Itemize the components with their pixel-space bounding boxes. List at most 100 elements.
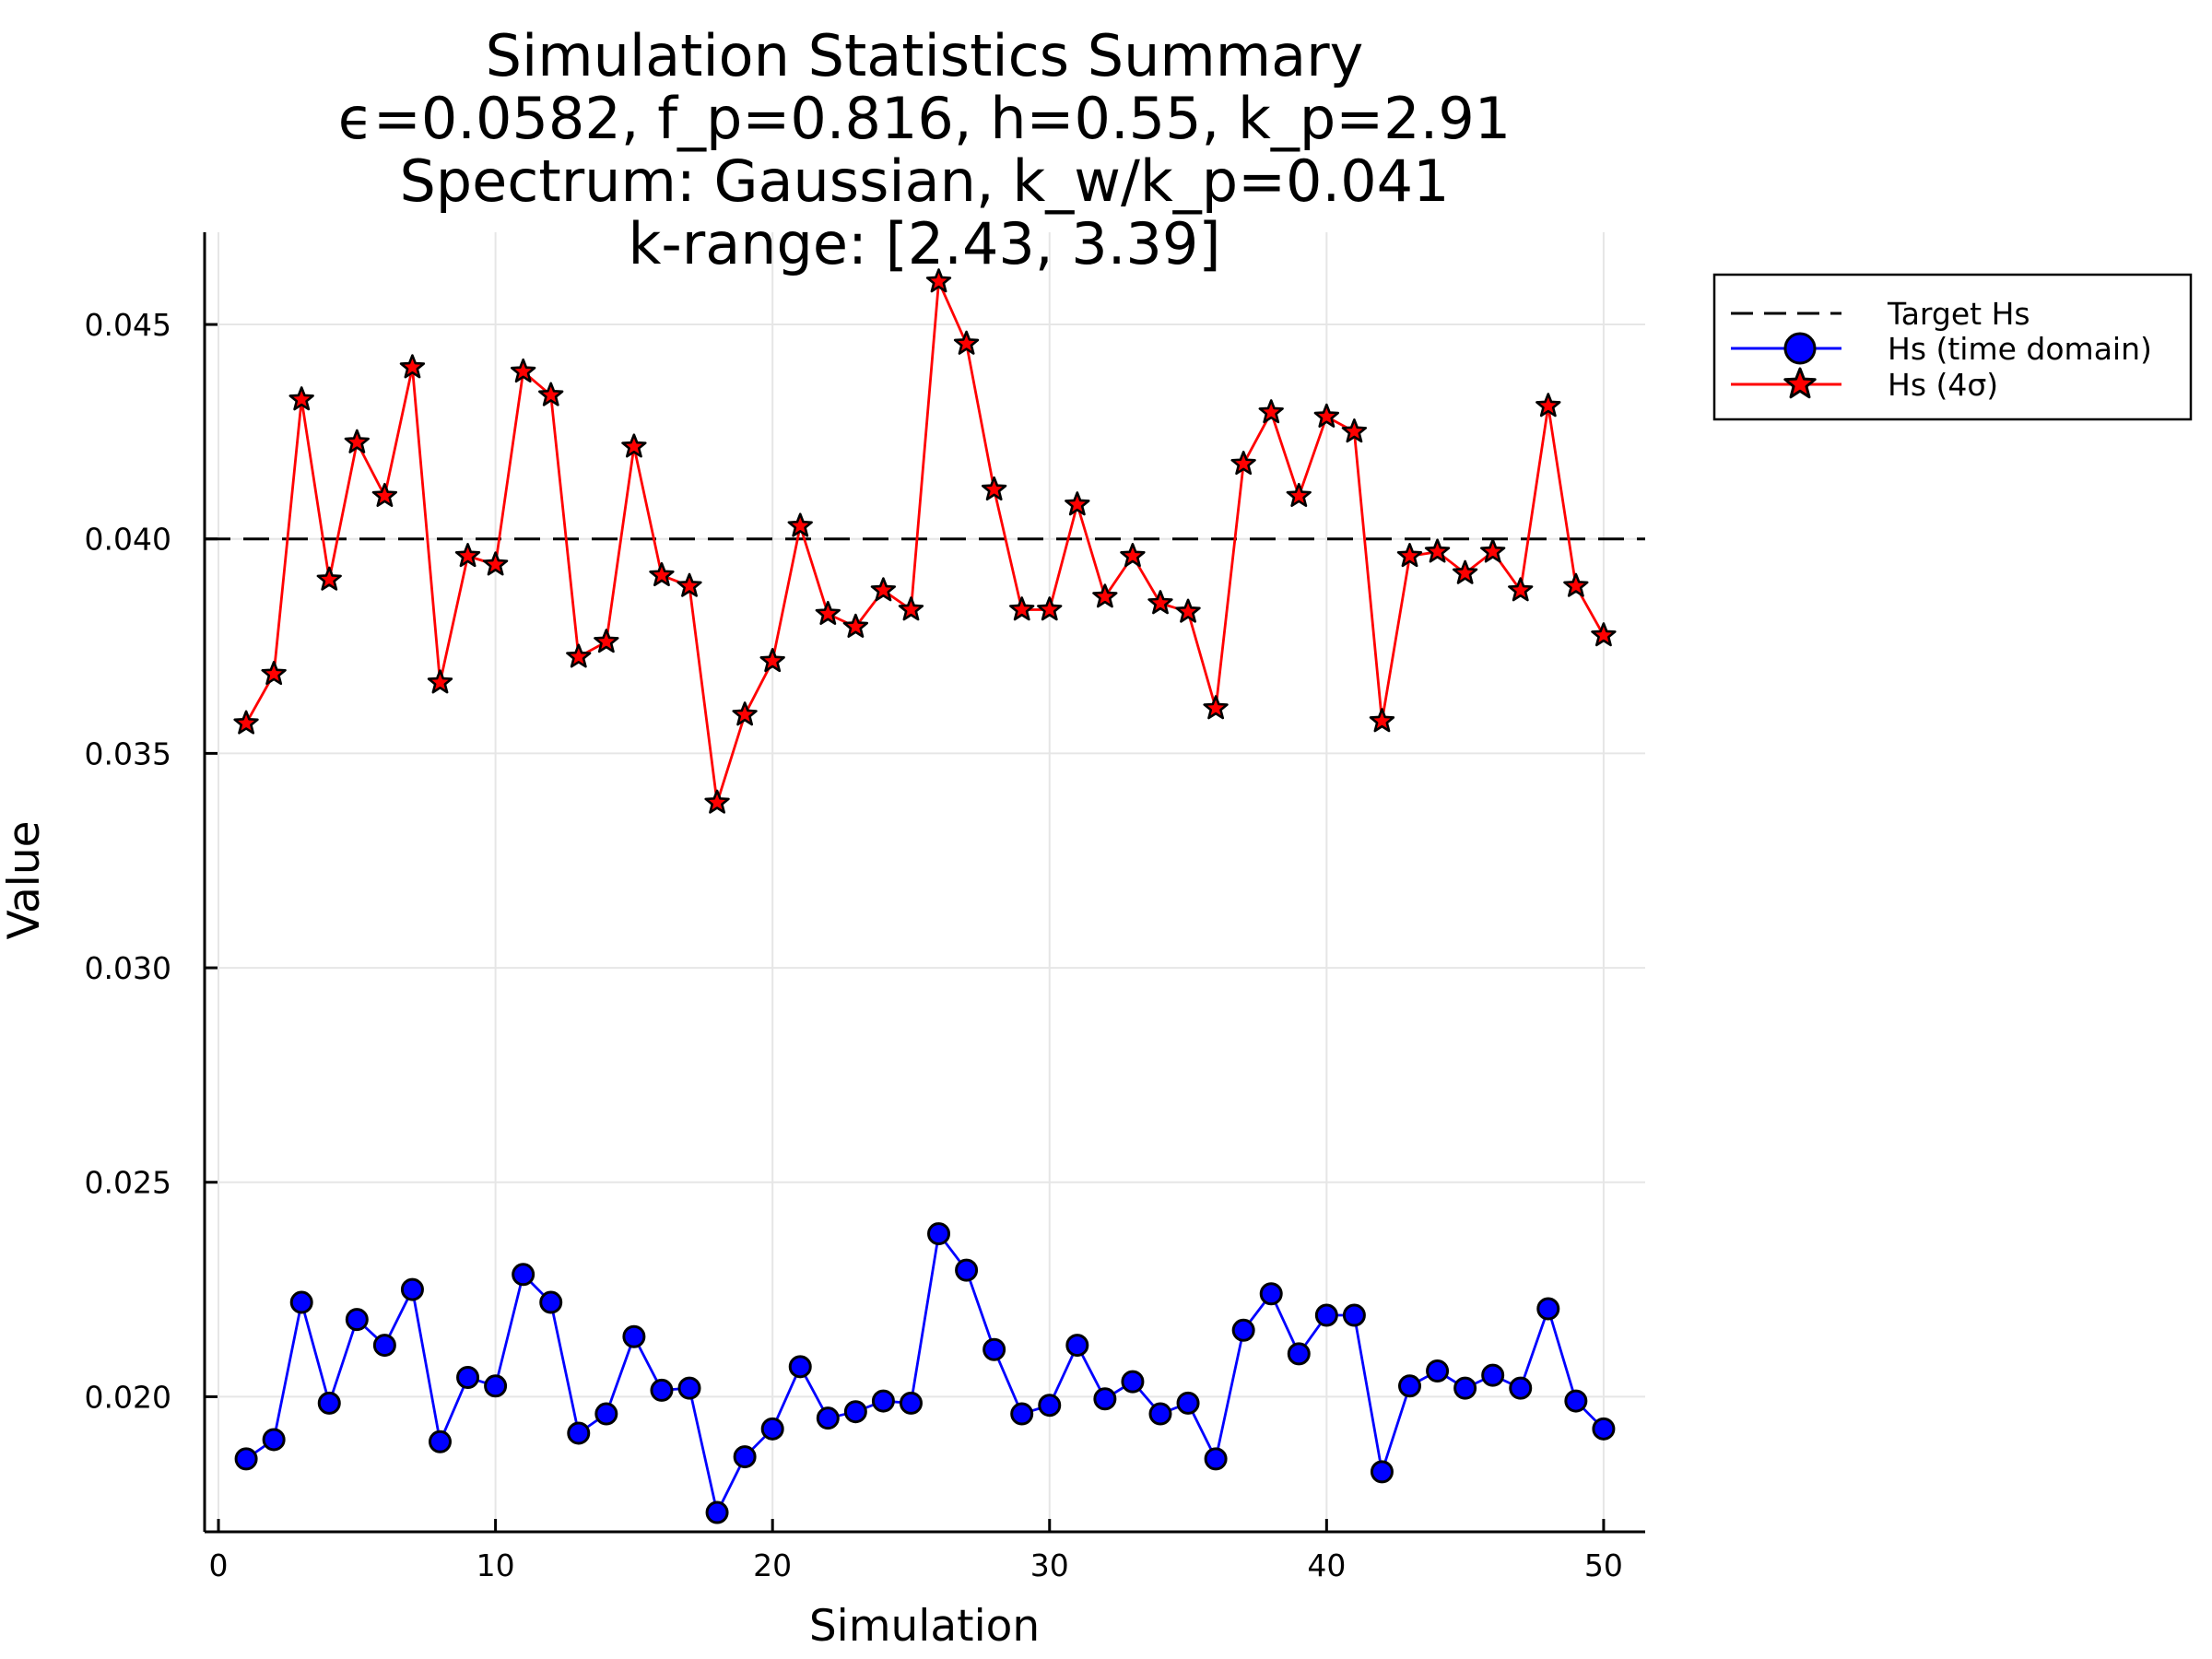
axes (203, 232, 1645, 1534)
point-s1-12 (566, 643, 592, 668)
title-line-1: Simulation Statistics Summary (486, 22, 1364, 89)
point-s1-7 (427, 669, 453, 694)
point-s1-20 (787, 512, 813, 537)
point-s0-16 (677, 1376, 701, 1400)
y-tick-label-5: 0.045 (85, 307, 171, 343)
y-tick-label-3: 0.035 (85, 735, 171, 771)
point-s1-31 (1092, 583, 1118, 608)
legend-label-time-domain: Hs (time domain) (1888, 331, 2152, 367)
point-s0-40 (1342, 1303, 1366, 1327)
point-s1-1 (261, 661, 287, 686)
point-s1-49 (1591, 622, 1617, 647)
point-s1-40 (1341, 418, 1368, 443)
point-s0-33 (1148, 1402, 1172, 1426)
point-s1-48 (1563, 572, 1589, 597)
point-s1-37 (1258, 399, 1284, 424)
y-axis-label: Value (0, 820, 50, 939)
y-tick-label-2: 0.030 (85, 950, 171, 986)
point-s0-17 (705, 1500, 729, 1524)
point-s1-6 (399, 354, 426, 379)
series-group (233, 268, 1617, 1524)
point-s0-42 (1398, 1374, 1422, 1398)
point-s1-25 (925, 268, 952, 293)
point-s1-33 (1147, 590, 1173, 615)
point-s0-10 (512, 1263, 535, 1287)
ticks: 0 10 20 30 40 50 0.020 0.025 0.030 0.035 0.040 0.04… (85, 307, 1623, 1583)
x-tick-label-0: 0 (209, 1547, 229, 1583)
point-s1-19 (759, 648, 785, 673)
point-s1-0 (233, 710, 259, 735)
point-s0-38 (1287, 1342, 1311, 1366)
point-s0-28 (1010, 1402, 1034, 1426)
point-s1-28 (1009, 596, 1035, 621)
point-s1-14 (621, 433, 647, 458)
point-s0-5 (372, 1334, 396, 1358)
point-s1-24 (898, 596, 924, 621)
y-tick-label-4: 0.040 (85, 522, 171, 558)
point-s1-42 (1396, 543, 1423, 568)
point-s1-21 (815, 600, 841, 625)
x-tick-label-4: 40 (1307, 1547, 1346, 1583)
point-s1-9 (482, 551, 509, 576)
point-s1-18 (732, 701, 758, 726)
point-s0-8 (456, 1365, 480, 1389)
point-s1-44 (1452, 559, 1478, 584)
point-s1-11 (538, 382, 564, 406)
point-s0-0 (234, 1447, 258, 1471)
title-line-4: k-range: [2.43, 3.39] (628, 210, 1220, 277)
point-s0-22 (843, 1400, 867, 1424)
x-tick-label-2: 20 (753, 1547, 792, 1583)
point-s1-16 (677, 572, 702, 597)
point-s1-29 (1037, 596, 1063, 621)
point-s0-34 (1176, 1391, 1200, 1415)
point-s0-30 (1065, 1334, 1089, 1358)
point-s0-21 (816, 1406, 840, 1430)
point-s1-34 (1175, 598, 1201, 623)
chart-title: Simulation Statistics Summary ϵ=0.0582, … (338, 22, 1511, 277)
point-s0-15 (650, 1378, 674, 1402)
point-s0-46 (1509, 1376, 1533, 1400)
point-s0-47 (1536, 1297, 1560, 1321)
point-s1-30 (1065, 491, 1090, 516)
point-s1-27 (981, 476, 1007, 501)
point-s1-36 (1230, 450, 1256, 476)
point-s0-6 (400, 1277, 424, 1301)
y-tick-label-1: 0.025 (85, 1165, 171, 1201)
point-s1-32 (1120, 543, 1146, 568)
legend-label-4sigma: Hs (4σ) (1888, 367, 1998, 403)
point-s1-43 (1424, 538, 1451, 563)
point-s1-3 (316, 566, 342, 591)
point-s1-4 (344, 429, 370, 453)
point-s0-37 (1259, 1282, 1283, 1306)
point-s0-13 (594, 1402, 618, 1426)
point-s1-13 (594, 629, 619, 653)
point-s1-22 (842, 613, 869, 638)
point-s1-15 (649, 561, 675, 587)
point-s0-9 (484, 1374, 508, 1398)
point-s1-8 (454, 543, 481, 568)
point-s0-25 (927, 1222, 951, 1246)
point-s0-27 (982, 1337, 1006, 1361)
x-tick-label-5: 50 (1584, 1547, 1623, 1583)
point-s0-36 (1231, 1318, 1255, 1342)
point-s0-18 (733, 1445, 757, 1469)
point-s1-38 (1286, 482, 1312, 508)
point-s1-26 (953, 330, 980, 355)
point-s0-1 (262, 1428, 286, 1452)
point-s0-48 (1564, 1389, 1588, 1413)
point-s0-14 (622, 1324, 646, 1348)
point-s1-10 (510, 358, 536, 383)
point-s1-17 (704, 789, 730, 814)
x-tick-label-3: 30 (1030, 1547, 1069, 1583)
point-s0-23 (871, 1389, 895, 1413)
point-s0-24 (899, 1391, 923, 1415)
point-s0-45 (1481, 1363, 1505, 1387)
title-line-3: Spectrum: Gaussian, k_w/k_p=0.041 (399, 147, 1449, 215)
point-s1-5 (371, 482, 398, 508)
legend-marker-4sigma (1783, 367, 1817, 399)
point-s0-32 (1121, 1370, 1145, 1394)
title-line-2: ϵ=0.0582, f_p=0.816, h=0.55, k_p=2.91 (338, 85, 1511, 152)
point-s0-11 (539, 1290, 563, 1314)
point-s1-39 (1313, 403, 1339, 428)
